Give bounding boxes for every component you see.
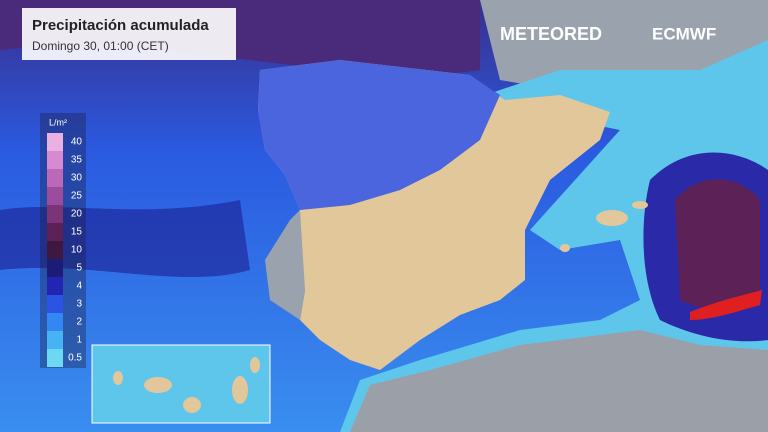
legend-swatch [47,349,63,367]
africa-land [350,330,768,432]
legend-label: 1 [76,335,82,346]
legend-label: 0.5 [68,353,82,364]
precip-max [690,290,762,320]
legend-swatch [47,259,63,277]
legend-label: 2 [76,317,82,328]
precip-core [675,179,760,310]
ibiza [560,244,570,252]
lanzarote [250,357,260,373]
tenerife [144,377,172,393]
logo-ecmwf: ECMWF [652,24,716,43]
legend-label: 4 [76,281,82,292]
legend-swatch [47,223,63,241]
mallorca [596,210,628,226]
legend-swatch [47,313,63,331]
legend-label: 3 [76,299,82,310]
legend-label: 40 [71,137,83,148]
legend-swatch [47,331,63,349]
title-box [22,8,236,60]
precip-band [0,200,250,278]
legend-unit: L/m² [49,117,67,127]
legend: 40 35 30 25 20 15 10 5 4 3 2 1 0.5 [47,133,82,367]
mediterranean-light-precip [340,40,768,432]
title: Precipitación acumulada [32,17,209,34]
legend-swatch [47,295,63,313]
legend-swatch [47,241,63,259]
legend-swatch [47,151,63,169]
legend-label: 15 [71,227,83,238]
legend-label: 25 [71,191,83,202]
gran-canaria [183,397,201,413]
legend-label: 20 [71,209,83,220]
legend-label: 10 [71,245,83,256]
subtitle: Domingo 30, 01:00 (CET) [32,39,169,53]
menorca [632,201,648,209]
legend-swatch [47,205,63,223]
fuerteventura [232,376,248,404]
legend-swatch [47,169,63,187]
la-palma [113,371,123,385]
legend-label: 35 [71,155,83,166]
legend-swatch [47,187,63,205]
logo-meteored: METEORED [500,24,602,44]
precip-over-north-iberia [258,60,500,210]
legend-label: 5 [76,263,82,274]
portugal-south [265,210,305,320]
legend-label: 30 [71,173,83,184]
france-land [480,0,768,120]
legend-swatch [47,133,63,151]
legend-swatch [47,277,63,295]
